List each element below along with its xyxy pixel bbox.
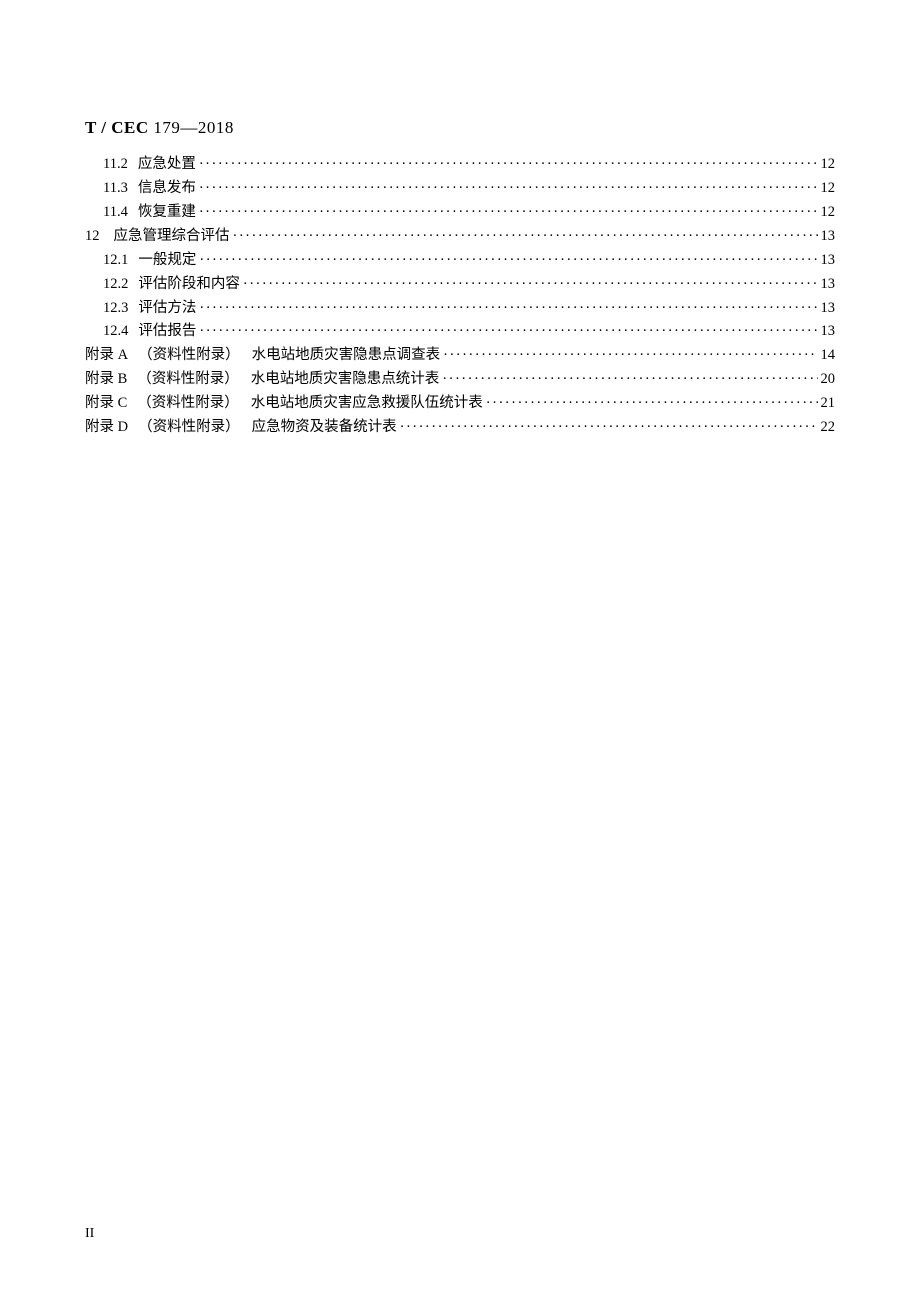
toc-entry: 12 应急管理综合评估 13	[85, 225, 835, 249]
toc-section-number: 12	[85, 225, 100, 249]
toc-page-number: 20	[821, 368, 836, 392]
toc-appendix-letter: 附录 A	[85, 344, 128, 368]
toc-leader-dots	[233, 225, 818, 249]
toc-label: 恢复重建	[138, 201, 196, 225]
toc-leader-dots	[442, 368, 817, 392]
toc-entry: 11.4 恢复重建 12	[85, 201, 835, 225]
header-dash: —	[180, 118, 198, 137]
toc-label: 一般规定	[138, 249, 196, 273]
toc-leader-dots	[443, 344, 817, 368]
toc-label: 水电站地质灾害隐患点调查表	[252, 344, 441, 368]
toc-subsection-number: 12.2	[103, 273, 128, 297]
toc-appendix-letter: 附录 D	[85, 416, 128, 440]
toc-subsection-number: 12.3	[103, 297, 128, 321]
toc-page-number: 22	[821, 416, 836, 440]
toc-leader-dots	[199, 177, 818, 201]
toc-entry: 11.2 应急处置 12	[85, 153, 835, 177]
toc-entry: 附录 D （资料性附录） 应急物资及装备统计表 22	[85, 416, 835, 440]
toc-appendix-note: （资料性附录）	[138, 344, 240, 368]
header-prefix: T / CEC	[85, 118, 153, 137]
toc-page-number: 21	[821, 392, 836, 416]
toc-entry: 12.3 评估方法 13	[85, 297, 835, 321]
toc-leader-dots	[199, 201, 818, 225]
page-number: II	[85, 1226, 94, 1242]
document-page: T / CEC 179—2018 11.2应急处置1211.3信息发布1211.…	[0, 0, 920, 500]
toc-leader-dots	[243, 273, 818, 297]
toc-subsection-number: 11.2	[103, 153, 128, 177]
toc-appendix-letter: 附录 C	[85, 392, 127, 416]
toc-page-number: 13	[821, 273, 836, 297]
toc-subsection-number: 11.3	[103, 177, 128, 201]
toc-page-number: 12	[821, 177, 836, 201]
toc-label: 信息发布	[138, 177, 196, 201]
document-header: T / CEC 179—2018	[85, 118, 835, 138]
toc-entry: 附录 B （资料性附录） 水电站地质灾害隐患点统计表 20	[85, 368, 835, 392]
toc-label: 应急物资及装备统计表	[252, 416, 397, 440]
header-number: 179	[153, 118, 180, 137]
toc-entry: 11.3 信息发布 12	[85, 177, 835, 201]
toc-label: 水电站地质灾害隐患点统计表	[251, 368, 440, 392]
toc-leader-dots	[199, 320, 817, 344]
toc-leader-dots	[199, 249, 817, 273]
toc-appendix-letter: 附录 B	[85, 368, 127, 392]
toc-page-number: 13	[821, 297, 836, 321]
toc-entry: 12.1 一般规定 13	[85, 249, 835, 273]
table-of-contents: 11.2应急处置1211.3信息发布1211.4恢复重建1212应急管理综合评估…	[85, 153, 835, 440]
toc-label: 评估阶段和内容	[138, 273, 240, 297]
toc-leader-dots	[400, 416, 818, 440]
toc-entry: 12.2 评估阶段和内容 13	[85, 273, 835, 297]
toc-subsection-number: 12.4	[103, 320, 128, 344]
toc-label: 评估方法	[138, 297, 196, 321]
header-year: 2018	[198, 118, 234, 137]
toc-leader-dots	[486, 392, 818, 416]
toc-label: 应急处置	[138, 153, 196, 177]
toc-page-number: 14	[821, 344, 836, 368]
toc-entry: 12.4 评估报告 13	[85, 320, 835, 344]
toc-page-number: 13	[821, 225, 836, 249]
toc-label: 应急管理综合评估	[114, 225, 230, 249]
toc-label: 水电站地质灾害应急救援队伍统计表	[251, 392, 483, 416]
toc-subsection-number: 11.4	[103, 201, 128, 225]
toc-page-number: 12	[821, 153, 836, 177]
toc-page-number: 13	[821, 320, 836, 344]
toc-leader-dots	[199, 153, 818, 177]
toc-entry: 附录 C （资料性附录） 水电站地质灾害应急救援队伍统计表 21	[85, 392, 835, 416]
toc-appendix-note: （资料性附录）	[137, 368, 239, 392]
toc-appendix-note: （资料性附录）	[137, 392, 239, 416]
toc-page-number: 12	[821, 201, 836, 225]
toc-leader-dots	[199, 297, 817, 321]
toc-label: 评估报告	[138, 320, 196, 344]
toc-entry: 附录 A （资料性附录） 水电站地质灾害隐患点调查表 14	[85, 344, 835, 368]
toc-subsection-number: 12.1	[103, 249, 128, 273]
toc-page-number: 13	[821, 249, 836, 273]
toc-appendix-note: （资料性附录）	[138, 416, 240, 440]
